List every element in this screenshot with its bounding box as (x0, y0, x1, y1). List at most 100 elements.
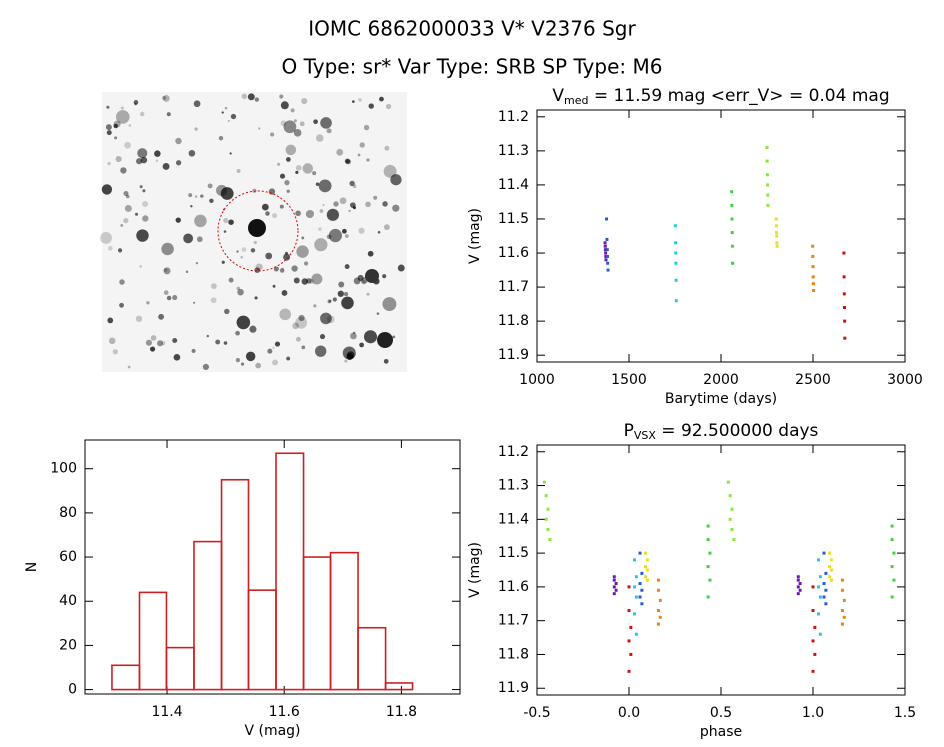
x-tick-label: 2500 (795, 372, 831, 388)
star (254, 296, 258, 300)
star (175, 217, 181, 223)
star (163, 268, 168, 272)
data-point (612, 575, 616, 579)
data-point (633, 585, 637, 589)
star (365, 201, 371, 208)
star (315, 134, 324, 142)
data-point (629, 625, 633, 629)
star (319, 209, 324, 213)
data-point (656, 609, 660, 613)
star (240, 255, 244, 259)
star (137, 148, 148, 159)
data-point (796, 575, 800, 579)
star (207, 183, 213, 189)
y-tick-label: 11.5 (498, 211, 529, 227)
star (352, 206, 357, 210)
data-point (840, 609, 844, 613)
data-point (840, 578, 844, 582)
data-point (811, 254, 815, 258)
star (286, 157, 291, 162)
data-point (765, 173, 769, 177)
data-point (765, 159, 769, 163)
histogram-bar (357, 626, 387, 691)
data-point (890, 595, 894, 599)
star (328, 299, 332, 303)
star (126, 194, 130, 199)
data-point (730, 190, 734, 194)
data-point (730, 217, 734, 221)
data-point (674, 278, 678, 282)
star (200, 194, 204, 198)
plot-frame (84, 439, 461, 695)
star (383, 164, 397, 178)
data-point (766, 183, 770, 187)
star (224, 106, 228, 110)
x-tick-label: 0.5 (710, 705, 732, 721)
star (301, 97, 308, 105)
star (281, 290, 288, 296)
data-point (638, 582, 642, 586)
star (258, 127, 261, 130)
star (352, 100, 355, 103)
star (135, 315, 143, 323)
star (172, 295, 178, 301)
data-point (822, 582, 826, 586)
data-point (706, 538, 710, 542)
star (290, 108, 295, 113)
histogram-bar (275, 452, 305, 691)
data-point (811, 265, 815, 269)
star (106, 130, 112, 136)
data-point (798, 588, 802, 592)
data-point (843, 336, 847, 340)
data-point (640, 602, 644, 606)
star (142, 189, 146, 193)
data-point (603, 248, 607, 252)
star (155, 159, 159, 163)
star (113, 123, 118, 129)
data-point (548, 538, 552, 542)
data-point (775, 244, 779, 248)
data-point (638, 595, 642, 599)
star (339, 197, 347, 205)
star (346, 351, 355, 360)
star (241, 247, 247, 252)
star (286, 189, 290, 193)
star (113, 120, 121, 128)
data-point (605, 254, 609, 258)
data-point (634, 575, 638, 579)
star (150, 335, 157, 341)
star (142, 215, 149, 222)
data-point (730, 231, 734, 235)
y-tick-label: 11.5 (498, 545, 529, 561)
star (312, 171, 317, 176)
star (188, 149, 196, 157)
star (383, 224, 390, 231)
data-point (732, 538, 736, 542)
histogram-bar (247, 589, 277, 691)
y-tick-label: 11.7 (498, 279, 529, 295)
data-point (627, 609, 631, 613)
star (309, 278, 315, 284)
star (229, 152, 232, 155)
data-point (656, 588, 660, 592)
star (314, 345, 327, 357)
data-point (796, 592, 800, 596)
star (326, 208, 339, 221)
data-point (774, 217, 778, 221)
star (377, 332, 393, 348)
star (280, 101, 289, 110)
data-point (612, 578, 616, 582)
y-tick-label: 11.4 (498, 511, 529, 527)
data-point (605, 217, 609, 221)
star (145, 339, 152, 346)
star (284, 180, 290, 186)
data-point (730, 527, 734, 531)
data-point (638, 551, 642, 555)
star (254, 97, 260, 102)
data-point (890, 565, 894, 569)
star (272, 346, 275, 350)
star (140, 156, 148, 164)
histogram-bar (111, 664, 141, 691)
star (359, 342, 364, 348)
star (250, 248, 256, 253)
